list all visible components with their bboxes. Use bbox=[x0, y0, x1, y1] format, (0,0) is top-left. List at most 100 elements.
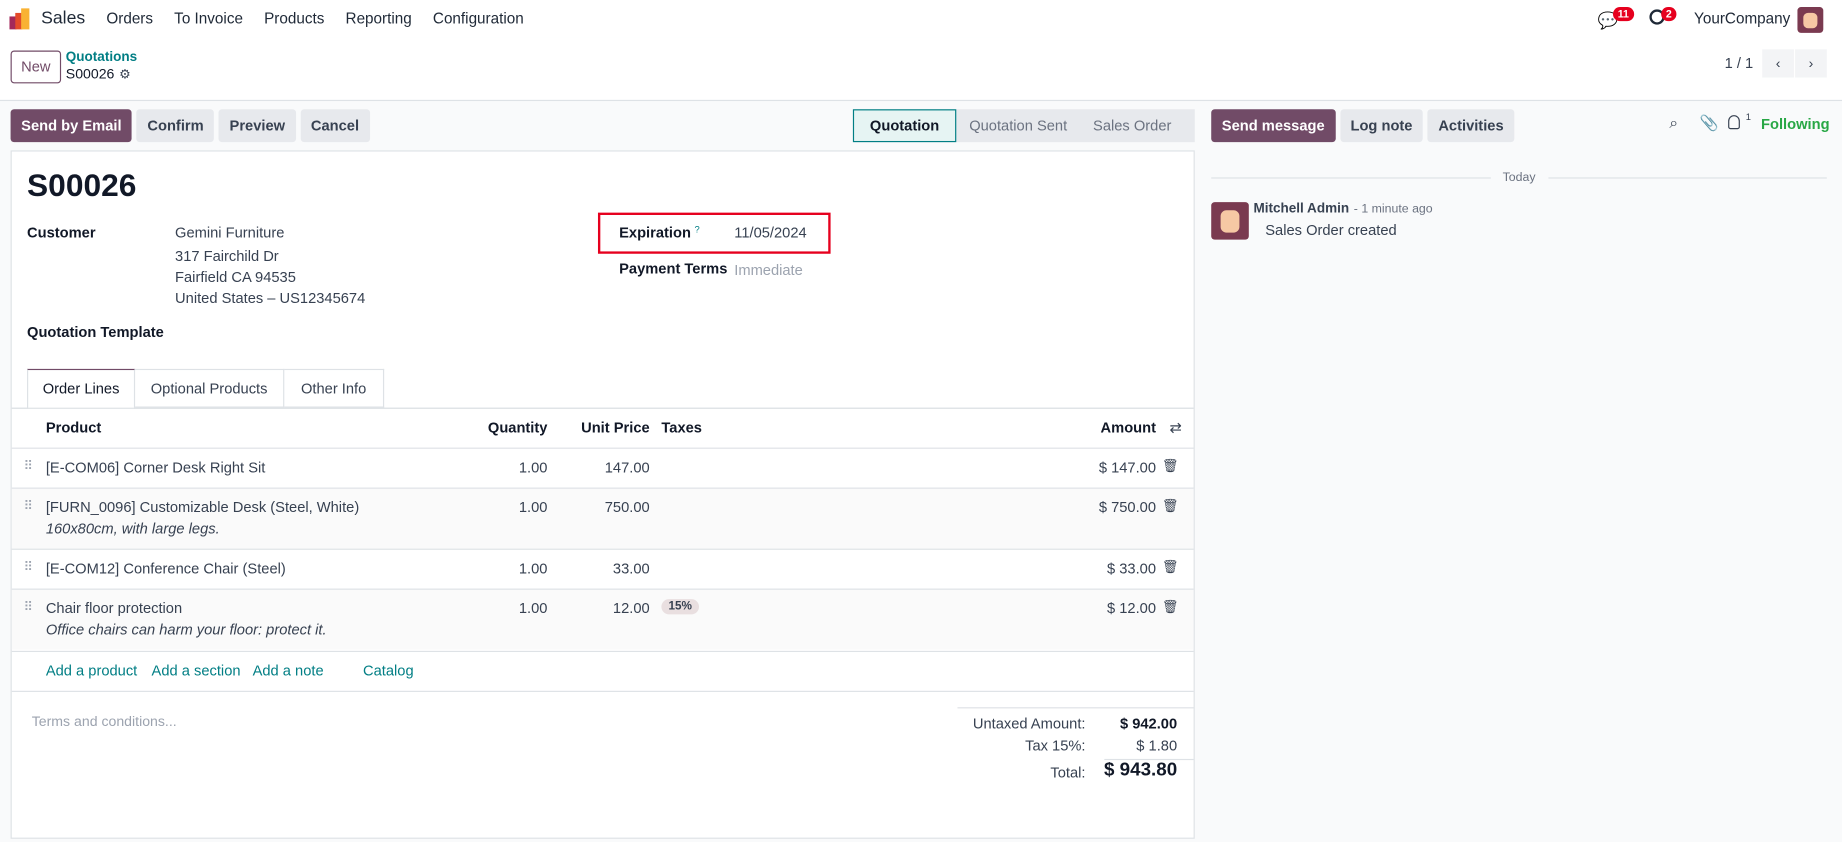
author-avatar[interactable] bbox=[1211, 202, 1249, 240]
paperclip-icon[interactable]: 📎 bbox=[1699, 113, 1719, 132]
drag-handle-icon[interactable]: ⠿ bbox=[23, 600, 33, 615]
table-row[interactable]: ⠿ [E-COM12] Conference Chair (Steel) 1.0… bbox=[11, 548, 1194, 589]
action-buttons: Send by Email Confirm Preview Cancel bbox=[10, 109, 370, 143]
message-time: - 1 minute ago bbox=[1353, 202, 1433, 217]
customer-city: Fairfield CA 94535 bbox=[175, 269, 296, 286]
stage-quotation-sent[interactable]: Quotation Sent bbox=[969, 117, 1068, 134]
untaxed-label: Untaxed Amount: bbox=[972, 715, 1086, 732]
table-header: Product Quantity Unit Price Taxes Amount… bbox=[11, 407, 1194, 448]
line-unit-price[interactable]: 750.00 bbox=[604, 499, 650, 516]
help-tooltip-icon[interactable]: ? bbox=[694, 224, 700, 235]
pager-next-icon[interactable]: › bbox=[1795, 49, 1827, 78]
following-button[interactable]: Following bbox=[1761, 116, 1830, 133]
table-row[interactable]: ⠿ [E-COM06] Corner Desk Right Sit 1.00 1… bbox=[11, 447, 1194, 488]
app-name[interactable]: Sales bbox=[41, 8, 86, 29]
line-amount: $ 750.00 bbox=[1098, 499, 1157, 516]
drag-handle-icon[interactable]: ⠿ bbox=[23, 459, 33, 474]
add-section-link[interactable]: Add a section bbox=[151, 662, 241, 680]
menu-to-invoice[interactable]: To Invoice bbox=[174, 9, 243, 28]
tab-optional-products[interactable]: Optional Products bbox=[135, 368, 285, 408]
header-quantity[interactable]: Quantity bbox=[487, 419, 548, 436]
line-quantity[interactable]: 1.00 bbox=[518, 560, 548, 577]
drag-handle-icon[interactable]: ⠿ bbox=[23, 499, 33, 514]
expiration-label: Expiration bbox=[619, 224, 691, 241]
optional-columns-icon[interactable]: ⇄ bbox=[1169, 419, 1182, 436]
line-product[interactable]: Chair floor protection bbox=[45, 600, 183, 617]
menu-orders[interactable]: Orders bbox=[106, 9, 154, 28]
confirm-button[interactable]: Confirm bbox=[136, 109, 215, 143]
cancel-button[interactable]: Cancel bbox=[300, 109, 370, 143]
pager-value[interactable]: 1 / 1 bbox=[1724, 55, 1754, 72]
line-unit-price[interactable]: 147.00 bbox=[604, 459, 650, 476]
line-product[interactable]: [E-COM12] Conference Chair (Steel) bbox=[45, 560, 286, 577]
new-button[interactable]: New bbox=[10, 50, 62, 84]
date-separator: Today bbox=[1502, 170, 1536, 185]
stage-sales-order[interactable]: Sales Order bbox=[1093, 117, 1172, 134]
send-by-email-button[interactable]: Send by Email bbox=[10, 109, 133, 143]
line-description[interactable]: Office chairs can harm your floor: prote… bbox=[45, 621, 327, 638]
table-row[interactable]: ⠿ Chair floor protection Office chairs c… bbox=[11, 588, 1194, 650]
log-note-button[interactable]: Log note bbox=[1339, 109, 1424, 143]
line-amount: $ 147.00 bbox=[1098, 459, 1157, 476]
line-unit-price[interactable]: 33.00 bbox=[612, 560, 650, 577]
customer-label: Customer bbox=[27, 224, 96, 241]
line-quantity[interactable]: 1.00 bbox=[518, 600, 548, 617]
delete-trash-icon[interactable]: 🗑 bbox=[1161, 600, 1179, 615]
user-avatar[interactable] bbox=[1797, 7, 1824, 33]
line-amount: $ 12.00 bbox=[1106, 600, 1157, 617]
top-navbar: Sales Orders To Invoice Products Reporti… bbox=[0, 0, 1842, 38]
customer-country: United States – US12345674 bbox=[175, 290, 366, 307]
followers-icon[interactable] bbox=[1728, 115, 1740, 130]
expiration-highlight bbox=[597, 212, 831, 254]
delete-trash-icon[interactable]: 🗑 bbox=[1161, 499, 1179, 514]
send-message-button[interactable]: Send message bbox=[1211, 109, 1336, 143]
table-row[interactable]: ⠿ [FURN_0096] Customizable Desk (Steel, … bbox=[11, 487, 1194, 549]
expiration-field[interactable]: 11/05/2024 bbox=[734, 224, 807, 241]
customer-street: 317 Fairchild Dr bbox=[175, 247, 279, 265]
add-note-link[interactable]: Add a note bbox=[252, 662, 324, 680]
breadcrumb-quotations[interactable]: Quotations bbox=[65, 50, 138, 65]
delete-trash-icon[interactable]: 🗑 bbox=[1161, 560, 1179, 575]
activities-button[interactable]: Activities bbox=[1427, 109, 1515, 143]
gear-icon[interactable]: ⚙ bbox=[119, 67, 131, 82]
pager-prev-icon[interactable]: ‹ bbox=[1762, 49, 1794, 78]
followers-count: 1 bbox=[1745, 111, 1751, 123]
menu-configuration[interactable]: Configuration bbox=[432, 9, 524, 28]
tab-order-lines[interactable]: Order Lines bbox=[27, 368, 136, 409]
terms-input[interactable]: Terms and conditions... bbox=[31, 713, 177, 730]
payment-terms-field[interactable]: Immediate bbox=[734, 261, 803, 279]
total-label: Total: bbox=[1050, 764, 1086, 782]
company-switcher[interactable]: YourCompany bbox=[1694, 9, 1791, 28]
tab-other-info[interactable]: Other Info bbox=[284, 368, 385, 408]
header-product[interactable]: Product bbox=[45, 419, 102, 436]
line-amount: $ 33.00 bbox=[1106, 560, 1157, 577]
stage-quotation[interactable]: Quotation bbox=[852, 109, 957, 143]
quotation-template-label: Quotation Template bbox=[27, 324, 164, 341]
line-product[interactable]: [FURN_0096] Customizable Desk (Steel, Wh… bbox=[45, 499, 360, 516]
tax-label: Tax 15%: bbox=[1025, 737, 1086, 755]
line-description[interactable]: 160x80cm, with large legs. bbox=[45, 520, 220, 537]
add-product-link[interactable]: Add a product bbox=[45, 662, 138, 680]
payment-terms-label: Payment Terms bbox=[619, 260, 728, 278]
menu-products[interactable]: Products bbox=[264, 9, 325, 28]
header-taxes[interactable]: Taxes bbox=[661, 419, 702, 436]
delete-trash-icon[interactable]: 🗑 bbox=[1161, 459, 1179, 474]
main-menu: Sales Orders To Invoice Products Reporti… bbox=[41, 8, 524, 28]
line-unit-price[interactable]: 12.00 bbox=[612, 600, 650, 617]
header-amount[interactable]: Amount bbox=[1100, 419, 1157, 436]
sales-app-logo-icon[interactable] bbox=[9, 8, 31, 30]
catalog-link[interactable]: Catalog bbox=[363, 662, 414, 680]
customer-name[interactable]: Gemini Furniture bbox=[175, 224, 285, 241]
line-product[interactable]: [E-COM06] Corner Desk Right Sit bbox=[45, 459, 266, 476]
menu-reporting[interactable]: Reporting bbox=[345, 9, 412, 28]
chatter-buttons: Send message Log note Activities bbox=[1211, 109, 1515, 143]
preview-button[interactable]: Preview bbox=[218, 109, 296, 143]
tax-badge[interactable]: 15% bbox=[661, 599, 700, 615]
search-icon[interactable]: ⌕ bbox=[1669, 113, 1678, 132]
message-author[interactable]: Mitchell Admin bbox=[1253, 202, 1350, 217]
header-unit-price[interactable]: Unit Price bbox=[581, 419, 650, 436]
line-quantity[interactable]: 1.00 bbox=[518, 459, 548, 476]
page-title: S00026 bbox=[27, 167, 137, 204]
drag-handle-icon[interactable]: ⠿ bbox=[23, 560, 33, 575]
line-quantity[interactable]: 1.00 bbox=[518, 499, 548, 516]
